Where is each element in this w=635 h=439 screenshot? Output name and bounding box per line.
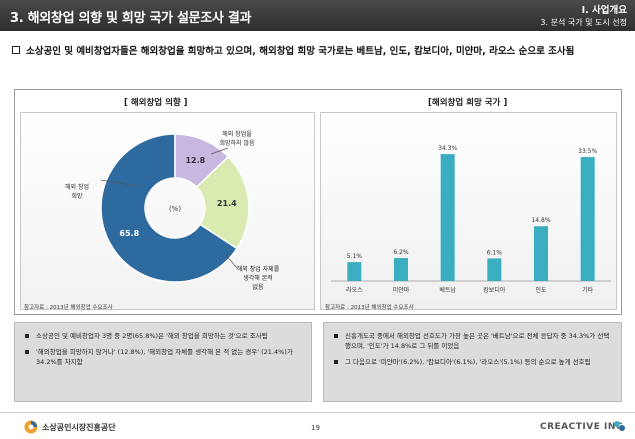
note-item: 소상공인 및 예비창업자 3명 중 2명(65.8%)은 '해외 창업을 희망하…: [25, 331, 301, 341]
bar-베트남: [440, 154, 455, 281]
left-source: 참고자료 : 2013년 해외창업 수요조사: [24, 305, 113, 311]
leader-line-hope: [100, 179, 138, 187]
bar-chart-area: 5.1% 라오스 6.2% 미얀마 34.3% 베트남 6.1% 캄보디아 14.8% 인도 33.…: [320, 112, 617, 310]
org-name: 소상공인시장진흥공단: [42, 423, 116, 432]
x-tick-label: 캄보디아: [483, 286, 506, 294]
label-not-considered-line2: 생각해 본적: [243, 275, 273, 282]
leader-line-no-hope: [210, 147, 229, 155]
page-number: 19: [311, 424, 320, 432]
footer-divider: [0, 412, 635, 413]
bar-캄보디아: [487, 258, 502, 281]
bar-인도: [534, 226, 548, 281]
subsection-label: 3. 분석 국가 및 도시 선정: [540, 18, 627, 27]
bar-value-label: 6.1%: [487, 249, 503, 256]
section-label: I. 사업개요: [581, 5, 627, 16]
right-source: 참고자료 : 2013년 해외창업 수요조사: [325, 305, 414, 311]
bar-기타: [580, 157, 595, 281]
leader-line-not-considered: [224, 253, 238, 269]
right-notes-box: 신흥개도국 중에서 해외창업 선호도가 가장 높은 곳은 '베트남'으로 전체 …: [323, 322, 622, 402]
bar-value-label: 34.3%: [438, 145, 457, 152]
label-hope: 해외 창업 희망: [57, 183, 97, 201]
label-no-hope-line1: 해외 창업을: [222, 131, 252, 138]
page-title: 3. 해외창업 의향 및 희망 국가 설문조사 결과: [10, 11, 252, 26]
note-item: 신흥개도국 중에서 해외창업 선호도가 가장 높은 곳은 '베트남'으로 전체 …: [334, 331, 611, 351]
org-logo-icon: [24, 420, 38, 434]
summary-text: 소상공인 및 예비창업자들은 해외창업을 희망하고 있으며, 해외창업 희망 국…: [12, 44, 624, 59]
bar-chart: 5.1% 라오스 6.2% 미얀마 34.3% 베트남 6.1% 캄보디아 14.8% 인도 33.…: [331, 145, 611, 294]
x-tick-label: 인도: [535, 287, 547, 294]
x-tick-label: 미얀마: [393, 286, 410, 294]
donut-slice-not-considered: [195, 155, 250, 250]
note-item: 그 다음으로 '미얀마'(6.2%), '캄보디아'(6.1%), '라오스'(…: [334, 357, 611, 367]
bar-value-label: 33.5%: [578, 148, 597, 155]
label-not-considered-line3: 없음: [252, 284, 264, 291]
donut-value-label: 21.4: [217, 199, 237, 208]
chart-panel: [ 해외창업 의향 ] [해외창업 희망 국가 ] 65.8 12.8 21.4 (%…: [14, 89, 622, 315]
donut-chart: 65.8 12.8 21.4 (%): [100, 133, 250, 283]
x-tick-label: 베트남: [439, 286, 456, 294]
label-hope-line2: 희망: [71, 193, 83, 200]
label-no-hope-line2: 희망하지 않음: [219, 140, 255, 147]
label-not-considered: 해외 창업 자체를 생각해 본적 없음: [223, 265, 293, 292]
bar-value-label: 14.8%: [531, 217, 550, 224]
header-bar: 3. 해외창업 의향 및 희망 국가 설문조사 결과 I. 사업개요 3. 분석…: [0, 0, 635, 31]
label-no-hope: 해외 창업을 희망하지 않음: [207, 130, 267, 148]
left-notes-box: 소상공인 및 예비창업자 3명 중 2명(65.8%)은 '해외 창업을 희망하…: [14, 322, 312, 402]
left-chart-title: [ 해외창업 의향 ]: [124, 98, 188, 108]
donut-center-label: (%): [169, 205, 181, 213]
label-hope-line1: 해외 창업: [65, 184, 89, 191]
brand-name: CREACTIVE INC: [540, 422, 623, 432]
summary-content: 소상공인 및 예비창업자들은 해외창업을 희망하고 있으며, 해외창업 희망 국…: [26, 46, 575, 57]
bar-미얀마: [394, 258, 408, 281]
right-chart-title: [해외창업 희망 국가 ]: [428, 98, 508, 108]
square-bullet-icon: [12, 46, 20, 54]
note-item: '해외창업을 희망하지 않거나' (12.8%), '해외창업 자체를 생각해 …: [25, 347, 301, 367]
bar-value-label: 6.2%: [393, 249, 409, 256]
donut-slice-hope: [100, 133, 239, 283]
bar-value-label: 5.1%: [347, 253, 363, 260]
brand-logo-icon: [614, 421, 625, 431]
label-not-considered-line1: 해외 창업 자체를: [236, 266, 280, 273]
bar-라오스: [347, 262, 362, 281]
donut-value-label: 12.8: [185, 156, 205, 165]
donut-value-label: 65.8: [119, 229, 139, 238]
x-tick-label: 라오스: [346, 286, 363, 294]
x-tick-label: 기타: [582, 286, 594, 294]
